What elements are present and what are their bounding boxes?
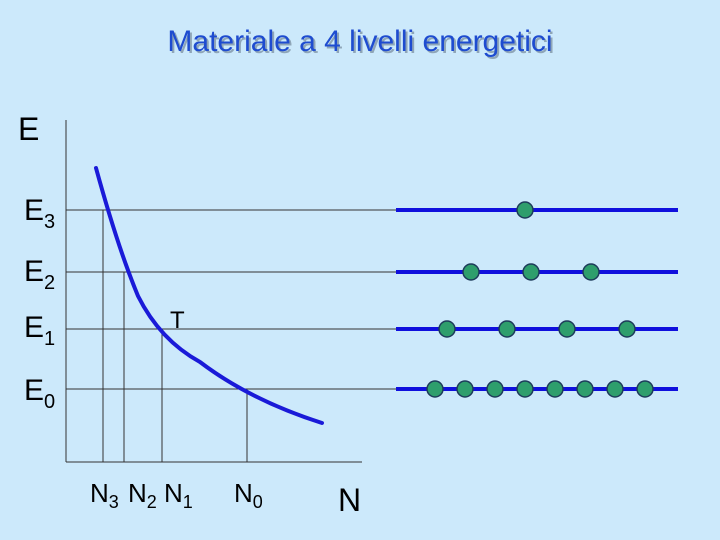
y-axis-label: E xyxy=(18,111,39,147)
population-label-n1: N1 xyxy=(164,478,193,512)
atom-e1 xyxy=(498,320,516,338)
atom-e2 xyxy=(522,263,540,281)
level-label-e0: E0 xyxy=(24,374,55,413)
population-label-n0: N0 xyxy=(234,478,263,512)
atom-e1 xyxy=(558,320,576,338)
atom-e1 xyxy=(618,320,636,338)
boltzmann-curve xyxy=(94,166,324,425)
atom-e3 xyxy=(516,201,534,219)
page-title: Materiale a 4 livelli energetici xyxy=(167,25,552,58)
atom-e0 xyxy=(486,380,504,398)
atom-e0 xyxy=(546,380,564,398)
level-label-e3: E3 xyxy=(24,194,55,233)
atom-e0 xyxy=(576,380,594,398)
atom-e1 xyxy=(438,320,456,338)
population-label-n2: N2 xyxy=(128,478,157,512)
atom-e2 xyxy=(462,263,480,281)
population-label-n3: N3 xyxy=(90,478,119,512)
atom-e0 xyxy=(456,380,474,398)
x-axis-label: N xyxy=(338,482,361,518)
atom-e0 xyxy=(636,380,654,398)
atom-e2 xyxy=(582,263,600,281)
level-label-e1: E1 xyxy=(24,311,55,350)
atom-e0 xyxy=(606,380,624,398)
atom-e0 xyxy=(426,380,444,398)
atom-e0 xyxy=(516,380,534,398)
title-shadow: Materiale a 4 livelli energetici xyxy=(169,27,554,60)
curve-label-t: T xyxy=(170,307,185,334)
atom-group xyxy=(426,201,654,398)
level-label-e2: E2 xyxy=(24,255,55,294)
